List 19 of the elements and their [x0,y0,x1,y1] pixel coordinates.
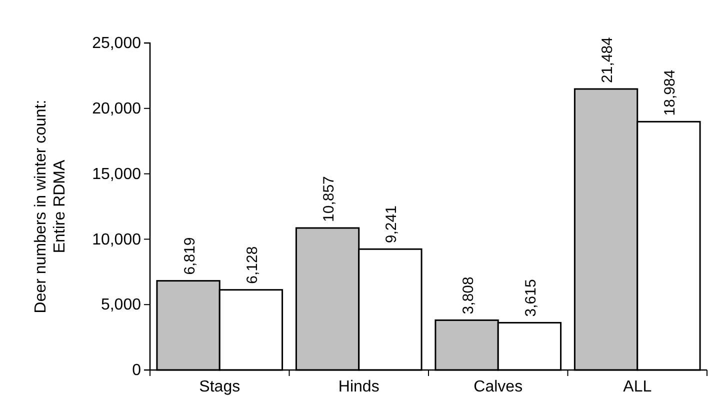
data-label: 3,808 [460,276,477,314]
x-tick-label: Calves [474,378,523,396]
y-tick-label: 10,000 [92,231,142,248]
y-tick-label: 25,000 [92,35,142,52]
data-label: 21,484 [599,37,616,83]
y-tick-label: 20,000 [92,100,142,118]
data-label: 9,241 [383,206,400,244]
data-label: 3,615 [522,279,540,317]
data-label: 18,984 [662,70,679,116]
data-label: 6,128 [244,246,261,284]
x-tick-label: Hinds [338,378,380,396]
data-label: 10,857 [320,176,338,222]
y-axis-title: Deer numbers in winter count: Entire RDMA [32,100,69,314]
data-label: 6,819 [181,237,198,275]
x-tick-label: Stags [199,378,240,396]
y-tick-label: 0 [132,362,142,380]
y-tick-label: 15,000 [92,166,142,183]
y-tick-label: 5,000 [100,296,142,314]
x-tick-label: ALL [623,378,652,396]
